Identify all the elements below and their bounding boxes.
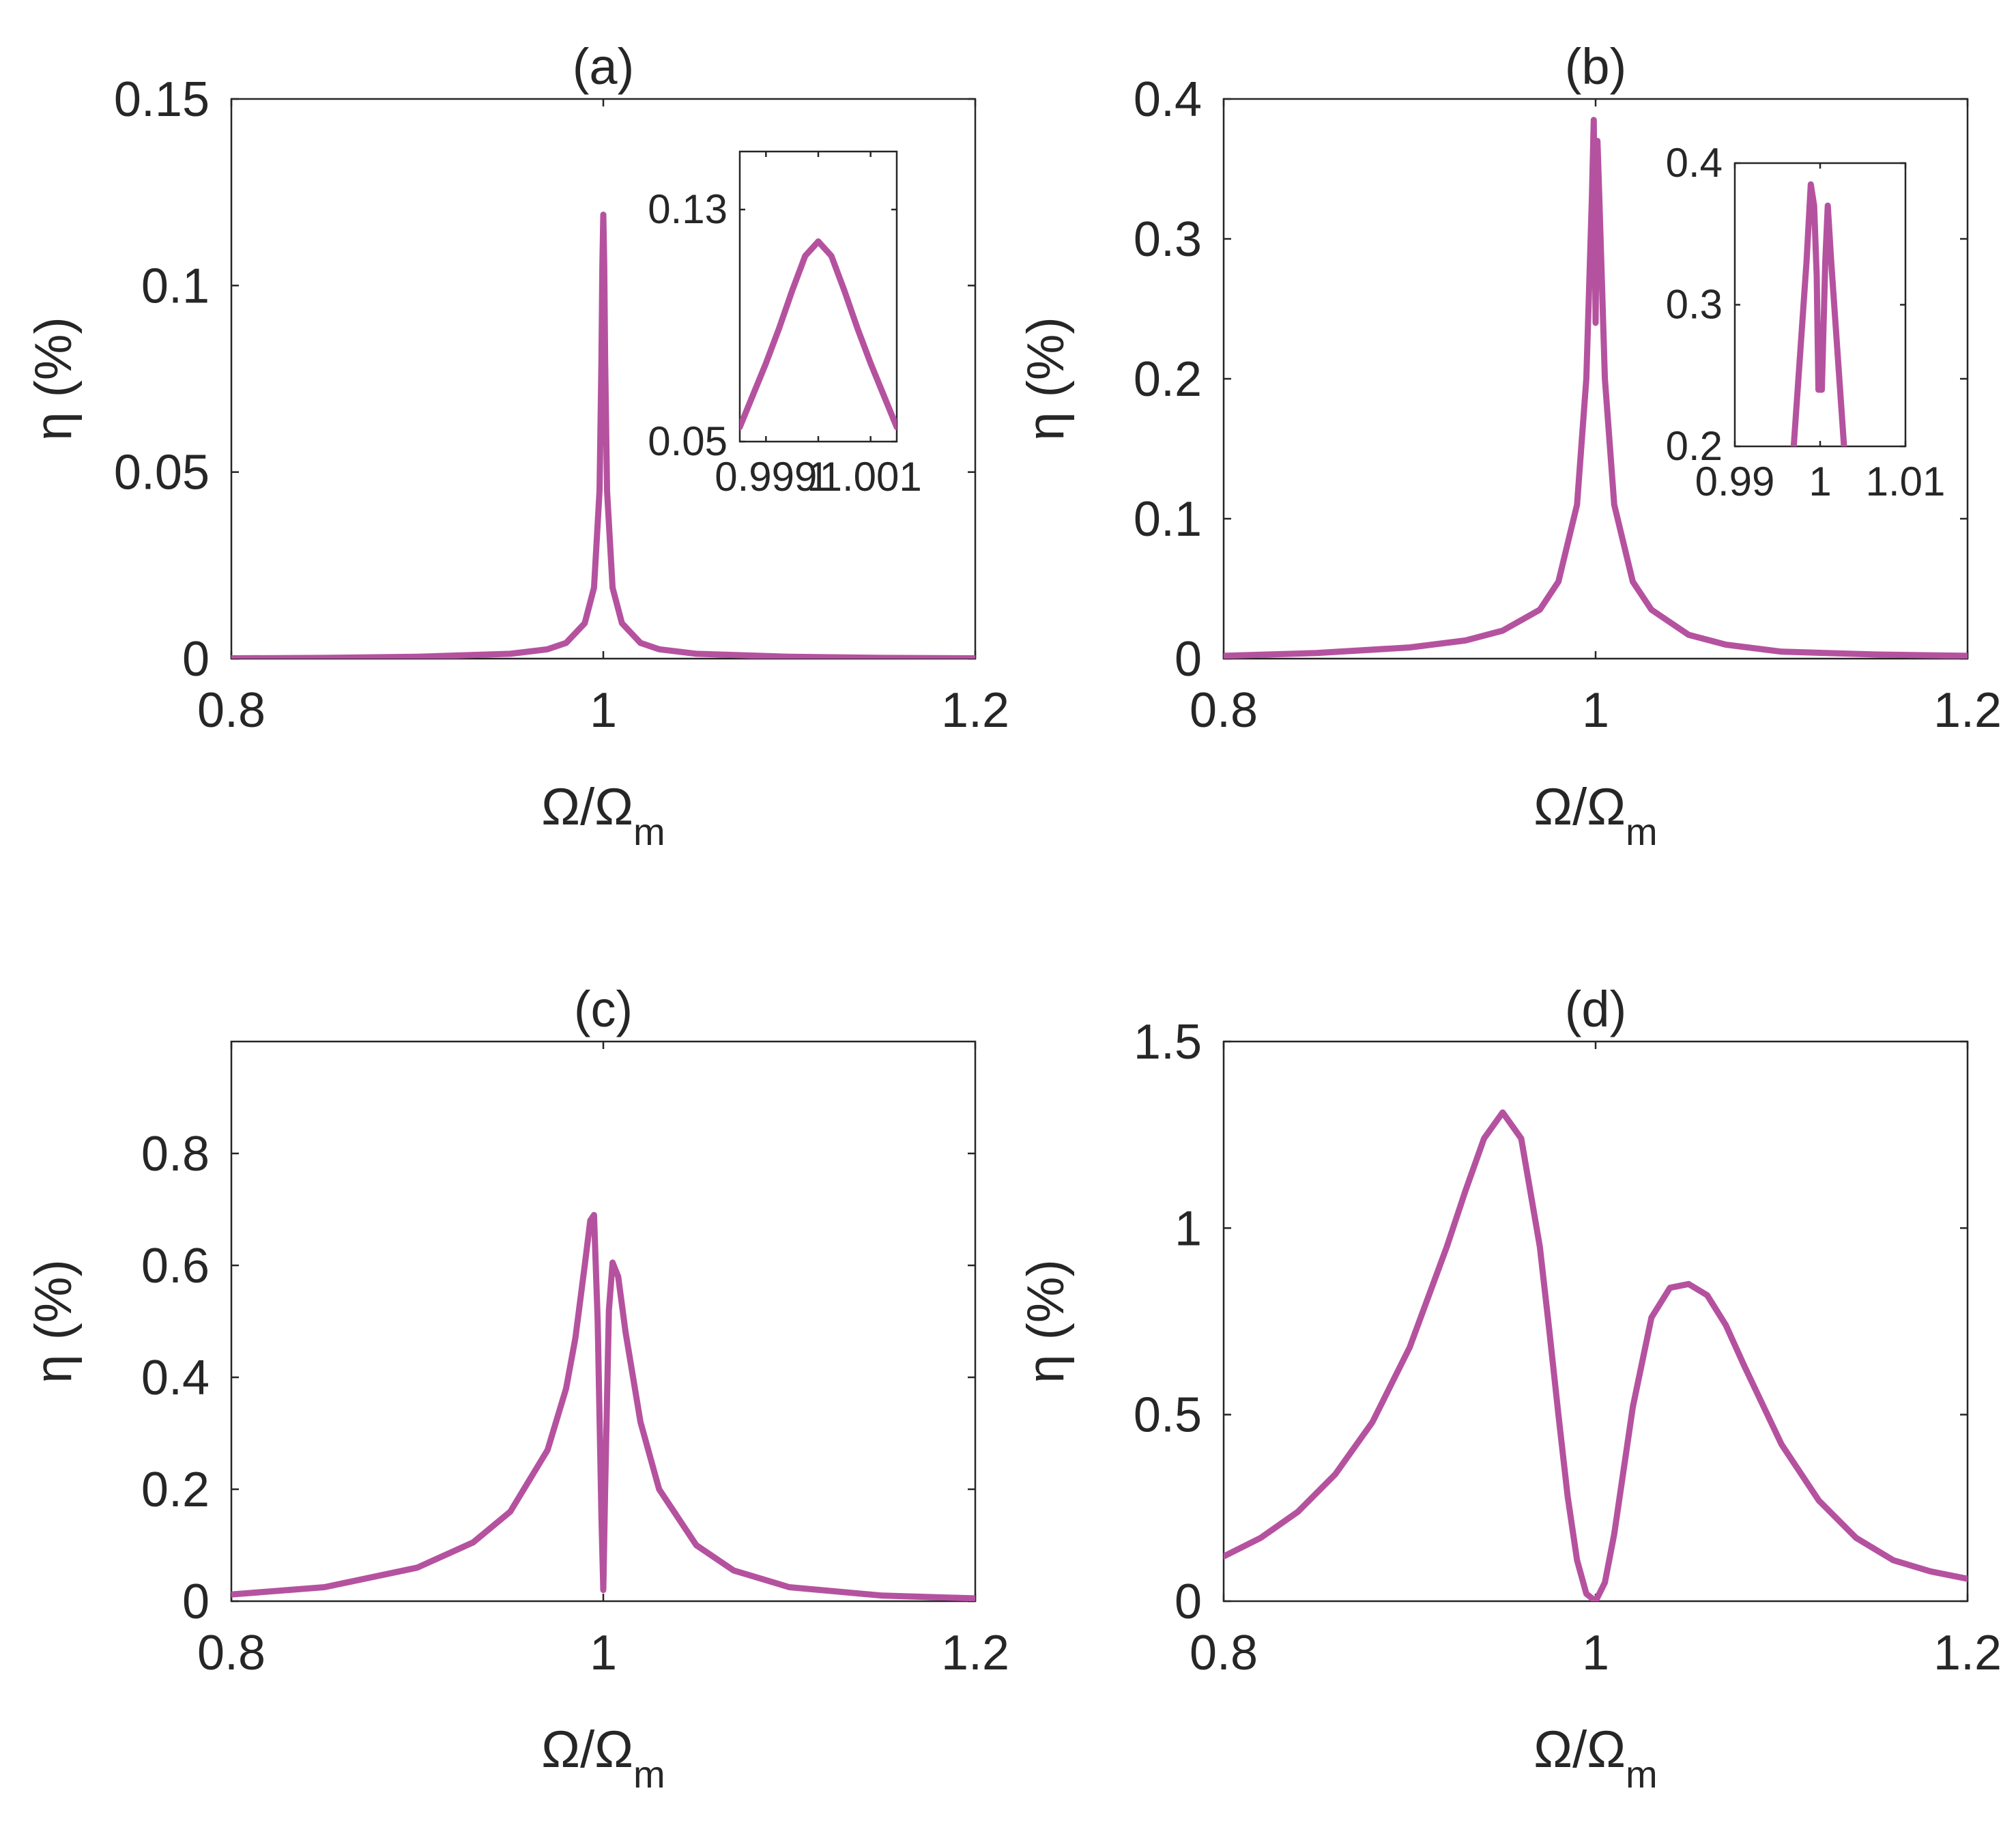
y-tick-label: 0.1 [1134,492,1202,547]
inset-y-tick-label: 0.13 [648,186,728,232]
y-tick-label: 0.15 [114,72,210,127]
y-tick-label: 0.2 [1134,352,1202,407]
inset-y-tick-label: 0.4 [1666,140,1723,186]
panel-title: (b) [1565,38,1626,95]
y-tick-label: 0.4 [1134,72,1202,127]
panel-c: (c) 0.8 1 1.2 0 0.2 0.4 0.6 0.8 Ω/Ωm η (%) [25,981,1009,1796]
y-axis-label: η (%) [1017,317,1075,441]
inset-b: 0.99 1 1.01 0.2 0.3 0.4 [1666,140,1946,504]
x-axis-label-subscript: m [633,810,665,853]
inset-x-tick-label: 0.99 [1695,459,1775,504]
x-tick-label: 0.8 [197,1626,265,1680]
x-tick-label: 1.2 [941,1626,1009,1680]
y-tick-label: 0.2 [141,1463,210,1517]
x-axis-label-main: Ω/Ω [541,778,633,836]
x-tick-label: 1.2 [1933,1626,2002,1680]
x-tick-label: 0.8 [1190,683,1258,738]
inset-x-tick-label: 1 [1809,459,1831,504]
series-line [231,1211,975,1601]
x-tick-label: 1.2 [941,683,1009,738]
panel-title: (a) [573,38,634,95]
y-tick-label: 0 [1175,632,1202,687]
y-tick-label: 0 [1175,1575,1202,1629]
y-tick-label: 0.3 [1134,212,1202,267]
inset-x-tick-label: 1 [807,454,829,500]
y-tick-label: 0.8 [141,1127,210,1181]
panel-title: (c) [574,981,633,1037]
x-tick-label: 0.8 [1190,1626,1258,1680]
inset-y-tick-label: 0.05 [648,418,728,464]
y-tick-label: 0.1 [141,259,210,313]
inset-series-line [740,238,897,431]
y-tick-label: 0.4 [141,1351,210,1405]
y-axis-label: η (%) [25,317,83,441]
x-axis-label: Ω/Ωm [1533,778,1657,853]
x-axis-label-main: Ω/Ω [1533,778,1626,836]
series-line [1224,117,1968,659]
inset-x-tick-label: 0.999 [715,454,817,500]
panel-title: (d) [1565,981,1626,1037]
inset-x-tick-label: 1.01 [1866,459,1946,504]
series-line [1224,1109,1968,1601]
x-tick-label: 1 [1582,683,1609,738]
y-tick-label: 0.05 [114,446,210,500]
x-tick-label: 1 [590,1626,617,1680]
x-tick-label: 1.2 [1933,683,2002,738]
y-axis-label: η (%) [1017,1259,1075,1383]
y-tick-label: 1.5 [1134,1015,1202,1070]
x-axis-label-subscript: m [1626,810,1658,853]
panel-a: (a)0.8 1 1.200.050.10.15Ω/Ωmη (%)0.99911.0… [25,38,1009,853]
x-axis-label-subscript: m [1626,1753,1658,1796]
x-tick-label: 1 [1582,1626,1609,1680]
y-tick-label: 0 [182,1575,210,1629]
panel-d: (d) 0.8 1 1.2 0 0.5 1 1.5 Ω/Ωm η (%) [1017,981,2002,1796]
x-axis-label-main: Ω/Ω [541,1721,633,1779]
x-axis-label: Ω/Ωm [541,778,665,853]
inset-y-tick-label: 0.2 [1666,423,1723,469]
x-tick-label: 0.8 [197,683,265,738]
inset-series-line [1790,181,1847,446]
y-tick-label: 0.6 [141,1239,210,1293]
inset-background [740,152,897,442]
inset-x-tick-label: 1.001 [820,454,922,500]
x-tick-label: 1 [590,683,617,738]
axes-frame [1222,1040,1969,1603]
x-axis-label: Ω/Ωm [541,1721,665,1796]
panel-b: (b) 0.8 1 1.2 0 0.1 0.2 0.3 0.4 Ω/Ωm η (%) 0.99 1 1.0… [1017,38,2002,853]
y-axis-label: η (%) [25,1259,83,1383]
y-tick-label: 1 [1175,1201,1202,1256]
x-axis-label-main: Ω/Ω [1533,1721,1626,1779]
y-tick-label: 0 [182,632,210,687]
x-axis-label-subscript: m [633,1753,665,1796]
y-tick-label: 0.5 [1134,1388,1202,1443]
x-axis-label: Ω/Ωm [1533,1721,1657,1796]
series-line [231,212,975,659]
inset-y-tick-label: 0.3 [1666,282,1723,328]
